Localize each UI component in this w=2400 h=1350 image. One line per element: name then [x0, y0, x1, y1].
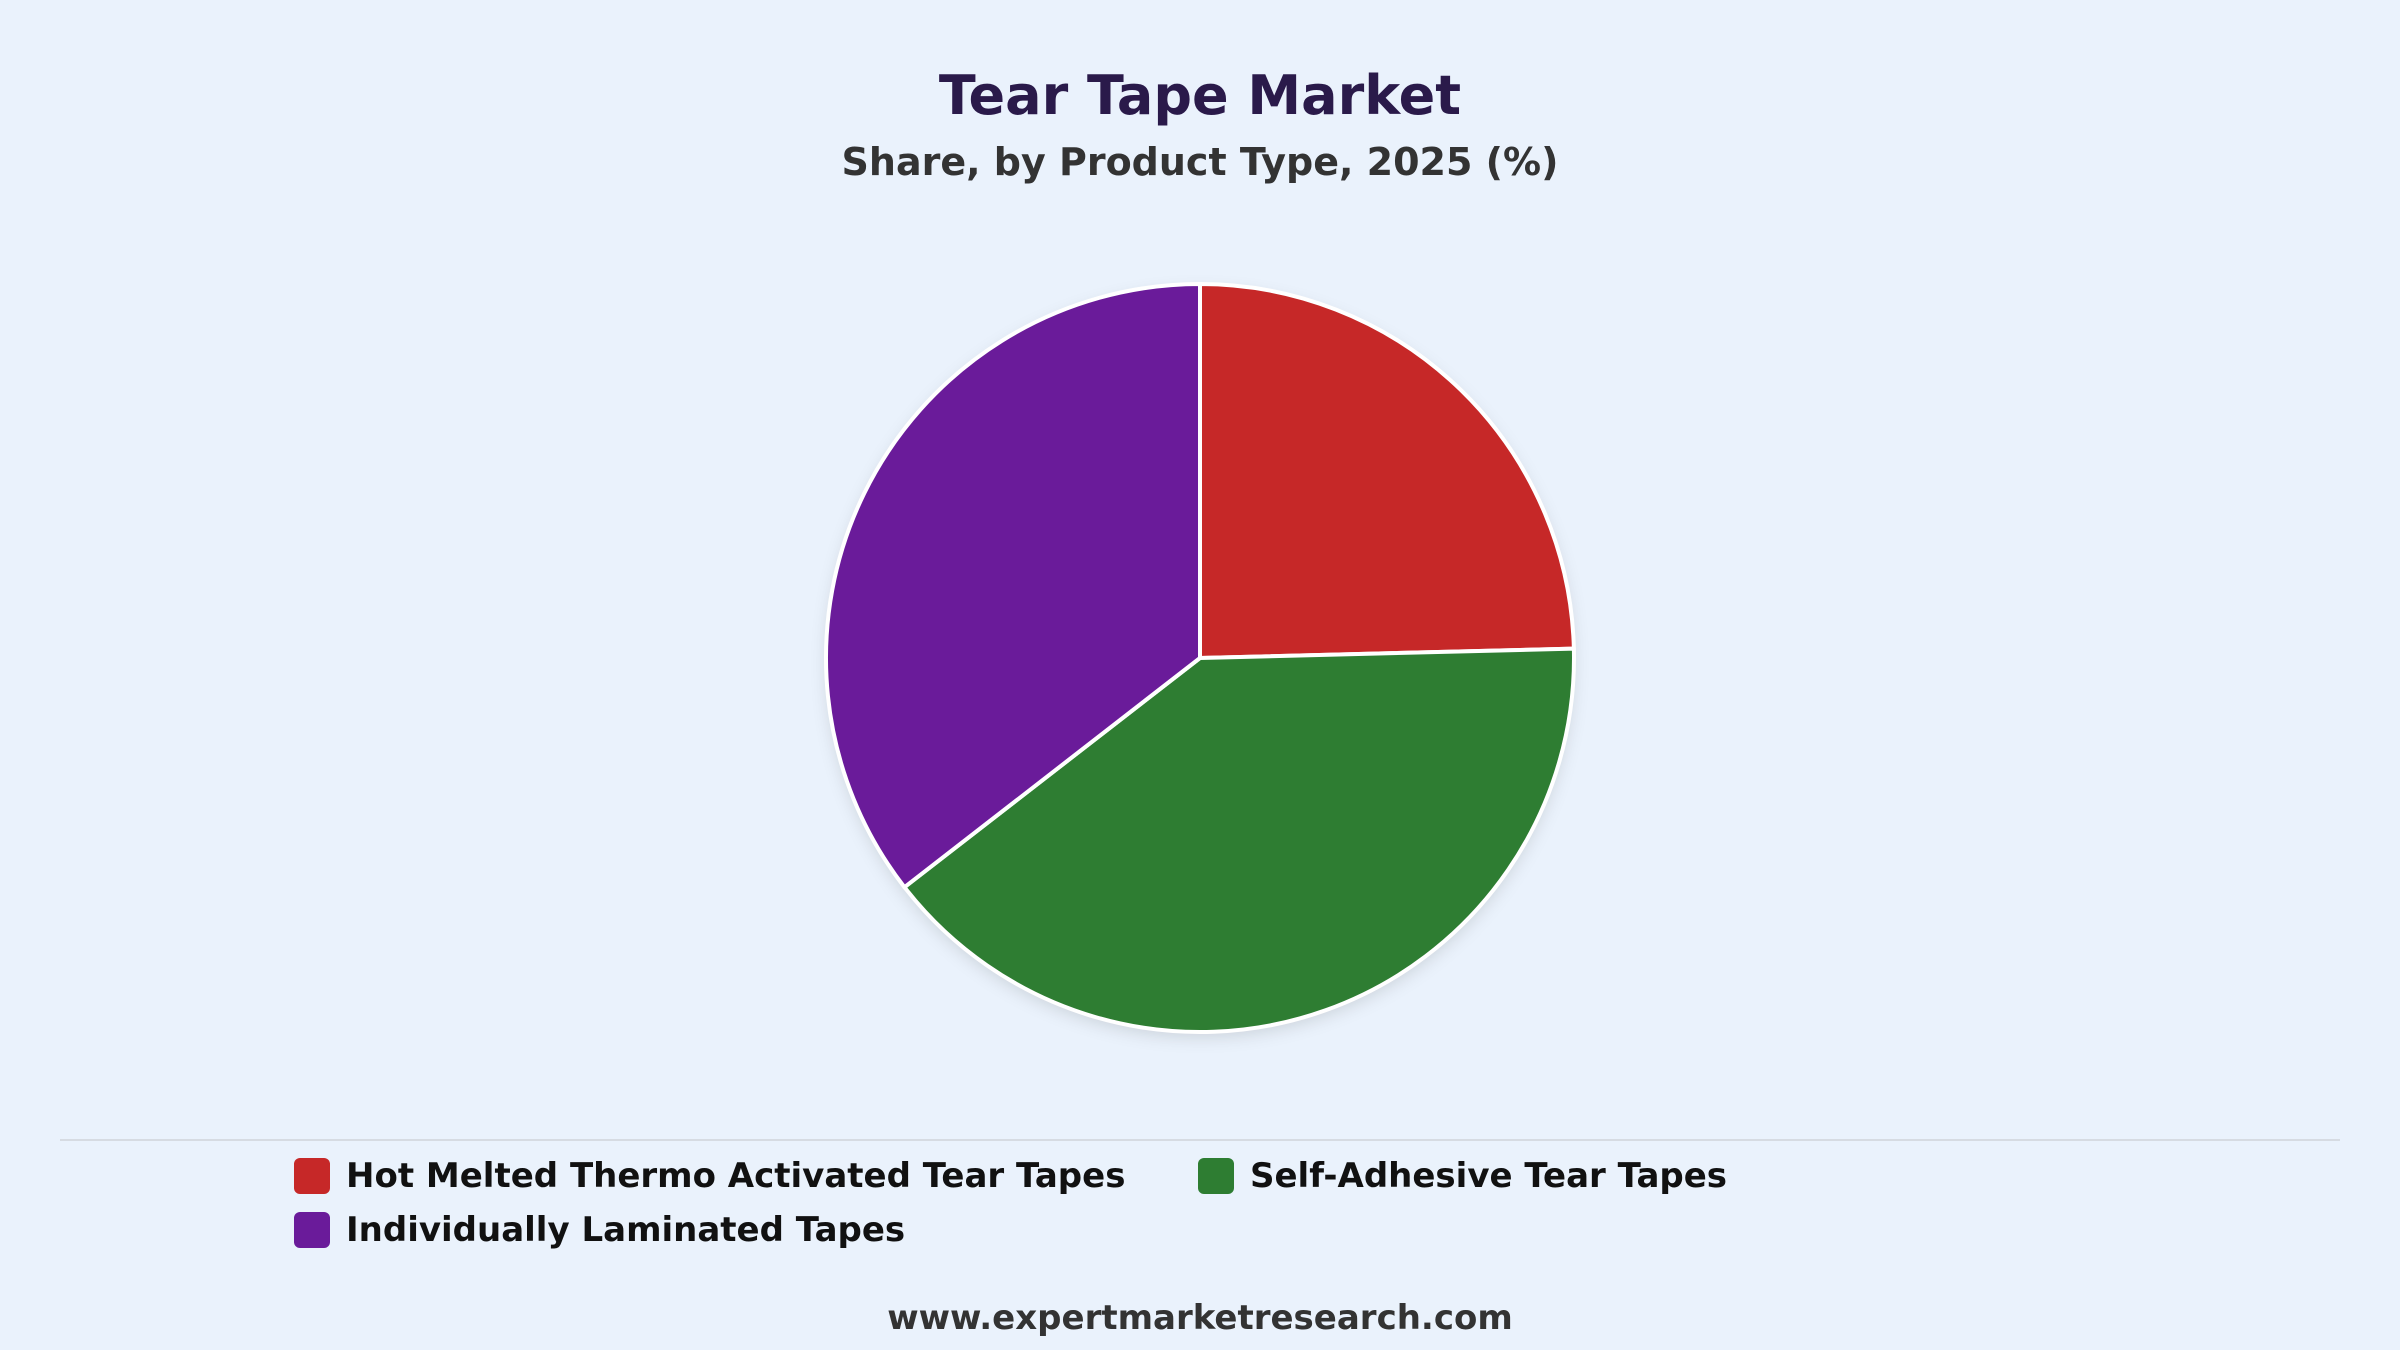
- legend-label-hot-melted: Hot Melted Thermo Activated Tear Tapes: [346, 1156, 1126, 1196]
- legend-swatch-individually-laminated: [294, 1212, 330, 1248]
- legend-item-hot-melted: Hot Melted Thermo Activated Tear Tapes: [294, 1154, 1125, 1198]
- legend-item-individually-laminated: Individually Laminated Tapes: [294, 1208, 905, 1252]
- legend-swatch-self-adhesive: [1198, 1158, 1234, 1194]
- chart-subtitle: Share, by Product Type, 2025 (%): [841, 140, 1559, 184]
- pie-slice-individually-laminated[interactable]: [824, 282, 1202, 890]
- legend-label-self-adhesive: Self-Adhesive Tear Tapes: [1250, 1156, 1728, 1196]
- pie-slice-self-adhesive[interactable]: [902, 646, 1576, 1034]
- legend-item-self-adhesive: Self-Adhesive Tear Tapes: [1198, 1154, 1727, 1198]
- legend-swatch-hot-melted: [294, 1158, 330, 1194]
- legend-label-individually-laminated: Individually Laminated Tapes: [346, 1210, 906, 1250]
- pie-slices: [824, 282, 1576, 1034]
- pie-slice-hot-melted[interactable]: [1198, 282, 1576, 660]
- source-url[interactable]: www.expertmarketresearch.com: [887, 1298, 1513, 1338]
- chart-title: Tear Tape Market: [938, 64, 1462, 127]
- pie-chart: [824, 282, 1576, 1034]
- legend-divider: [60, 1139, 2340, 1141]
